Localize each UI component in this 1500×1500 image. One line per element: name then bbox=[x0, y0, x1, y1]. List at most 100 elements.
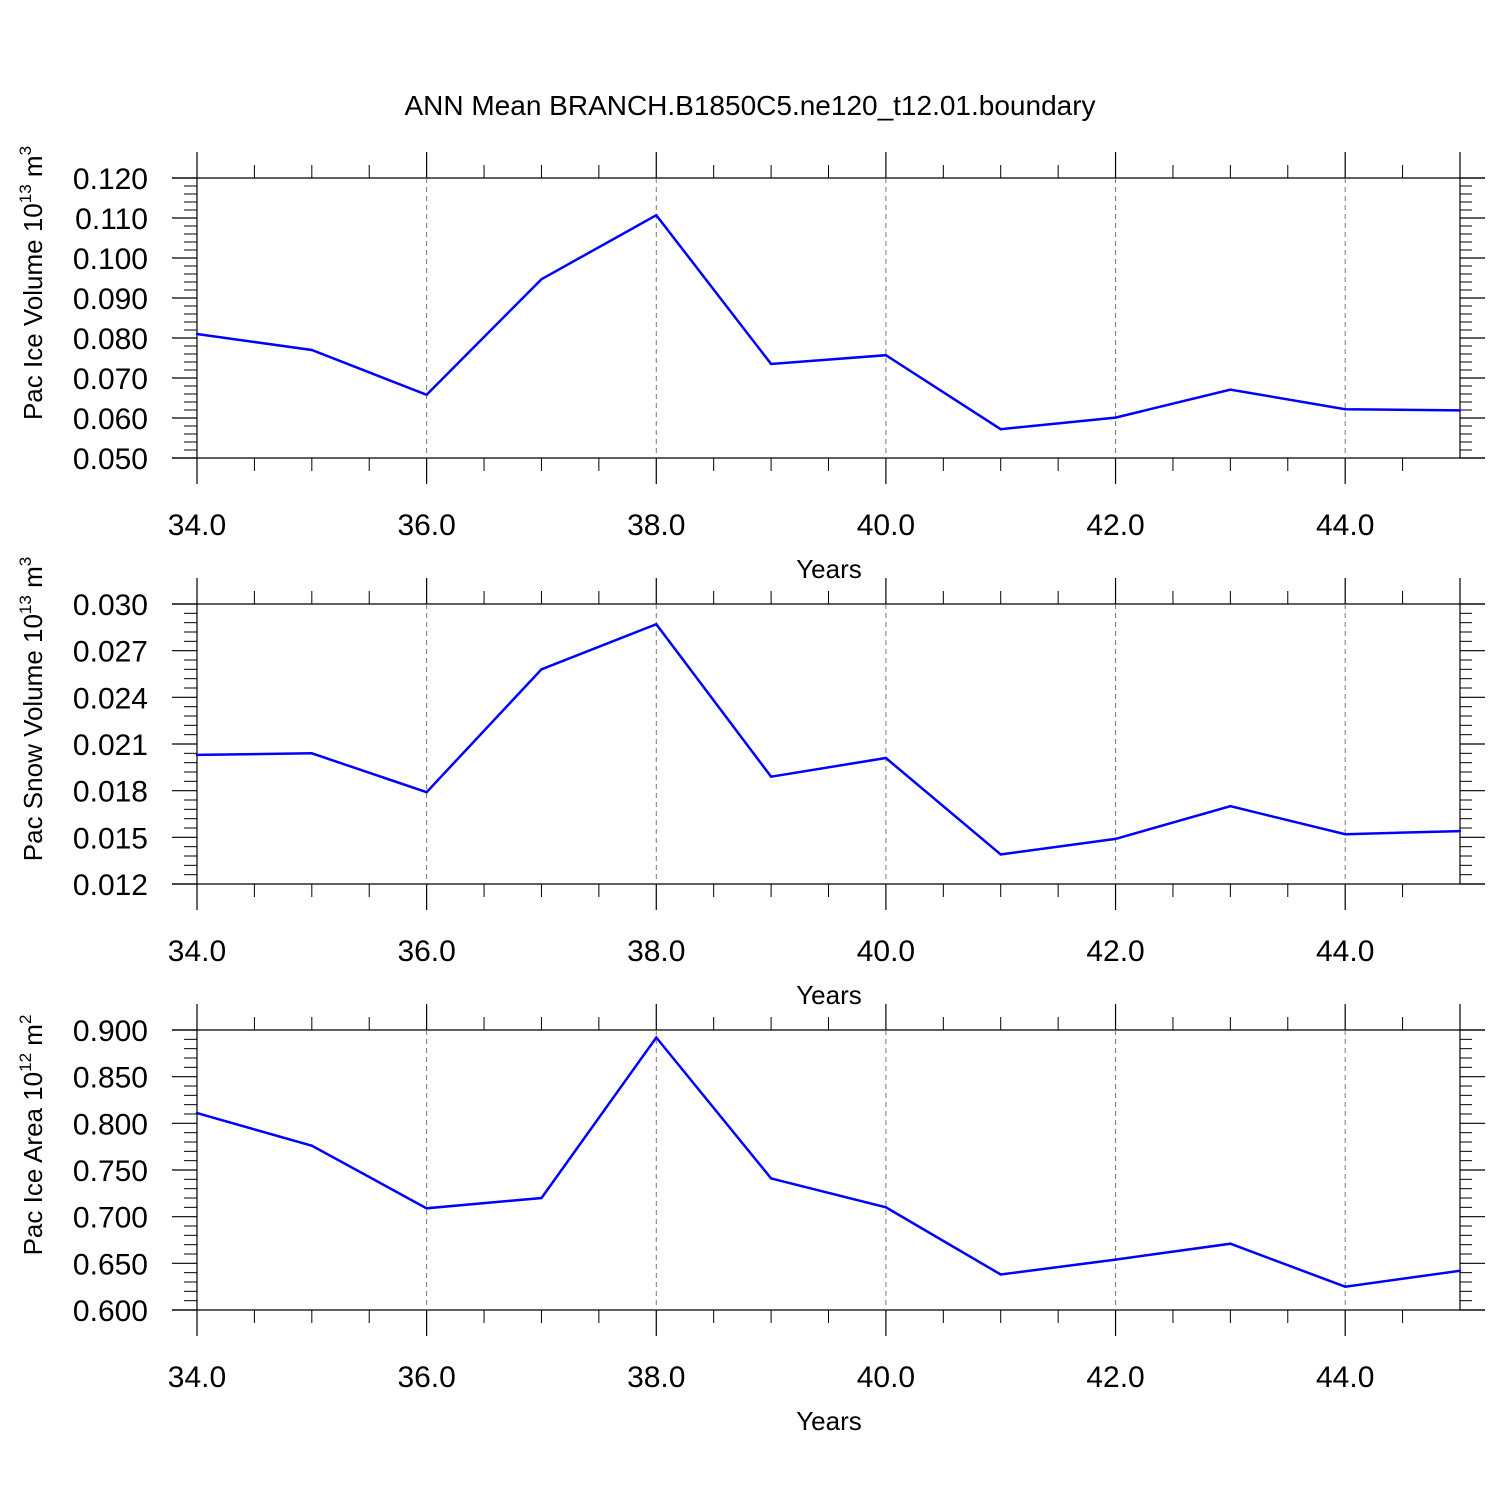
y-tick-label: 0.060 bbox=[73, 403, 148, 436]
data-point bbox=[1343, 833, 1347, 836]
x-tick-label: 40.0 bbox=[857, 935, 915, 968]
data-point bbox=[195, 332, 199, 336]
y-tick-label: 0.900 bbox=[73, 1015, 148, 1048]
data-point bbox=[999, 1273, 1002, 1276]
y-tick-label: 0.600 bbox=[73, 1295, 148, 1328]
y-tick-label: 0.850 bbox=[73, 1062, 148, 1095]
y-tick-label: 0.100 bbox=[73, 243, 148, 276]
y-axis-label-ylabel-prefix: Pac Snow Volume 10 bbox=[18, 614, 48, 861]
series-line bbox=[196, 1035, 1461, 1288]
data-point bbox=[999, 428, 1002, 431]
y-tick-label: 0.120 bbox=[73, 163, 148, 196]
y-tick-label: 0.110 bbox=[75, 203, 148, 236]
chart-panel-3: 34.0 36.0 38.0 40.0 42.0 44.0 0.600 0.650 0.700 0… bbox=[16, 1004, 1485, 1436]
y-tick-label: 0.800 bbox=[73, 1108, 148, 1141]
y-axis-label: Pac Ice Volume 1013 m3 bbox=[16, 146, 48, 420]
chart-panel-1: 34.0 36.0 38.0 40.0 42.0 44.0 0.050 0.060 0.070 0… bbox=[16, 146, 1485, 584]
data-point bbox=[655, 214, 658, 217]
x-axis-label: Years bbox=[796, 1406, 862, 1436]
y-axis-label-ylabel-prefix: Pac Ice Area 10 bbox=[18, 1072, 48, 1256]
data-point bbox=[1458, 1269, 1462, 1273]
data-point bbox=[655, 1036, 658, 1039]
chart-title: ANN Mean BRANCH.B1850C5.ne120_t12.01.bou… bbox=[404, 90, 1095, 121]
y-tick-label: 0.080 bbox=[73, 323, 148, 356]
y-axis-label-ylabel-unit-exp: 2 bbox=[16, 1015, 35, 1024]
y-axis-label-ylabel-unit-exp: 3 bbox=[16, 146, 35, 155]
data-point bbox=[540, 1196, 543, 1200]
x-tick-label: 40.0 bbox=[857, 1361, 915, 1394]
x-tick-label: 34.0 bbox=[168, 509, 226, 542]
data-point bbox=[999, 853, 1002, 856]
x-tick-label: 34.0 bbox=[168, 935, 226, 968]
x-tick-label: 44.0 bbox=[1316, 509, 1374, 542]
series-line bbox=[196, 622, 1461, 856]
y-tick-label: 0.650 bbox=[73, 1248, 148, 1281]
y-tick-label: 0.030 bbox=[73, 589, 148, 622]
y-tick-label: 0.700 bbox=[73, 1202, 148, 1235]
y-tick-label: 0.050 bbox=[73, 443, 148, 476]
y-axis-label: Pac Ice Area 1012 m2 bbox=[16, 1015, 48, 1256]
x-axis-label: Years bbox=[796, 980, 862, 1010]
data-point bbox=[884, 1206, 888, 1209]
x-tick-label: 38.0 bbox=[627, 1361, 685, 1394]
y-tick-label: 0.090 bbox=[73, 283, 148, 316]
data-point bbox=[1114, 416, 1117, 419]
data-point bbox=[540, 668, 543, 671]
x-tick-label: 44.0 bbox=[1316, 935, 1374, 968]
data-point bbox=[195, 1111, 199, 1115]
data-point bbox=[655, 623, 658, 626]
y-axis-label-ylabel-exp: 13 bbox=[16, 184, 35, 203]
x-tick-label: 38.0 bbox=[627, 509, 685, 542]
y-axis-label-ylabel-unit-exp: 3 bbox=[16, 557, 35, 566]
data-point bbox=[310, 752, 314, 755]
data-point bbox=[310, 348, 314, 352]
y-axis-label: Pac Snow Volume 1013 m3 bbox=[16, 557, 48, 861]
y-tick-label: 0.021 bbox=[73, 729, 148, 762]
y-tick-label: 0.012 bbox=[73, 869, 148, 902]
data-point bbox=[310, 1144, 314, 1147]
x-tick-label: 44.0 bbox=[1316, 1361, 1374, 1394]
data-point bbox=[769, 1177, 773, 1180]
data-point bbox=[769, 775, 773, 778]
data-point bbox=[769, 362, 773, 366]
data-point bbox=[884, 354, 888, 357]
x-tick-label: 42.0 bbox=[1086, 509, 1144, 542]
data-point bbox=[425, 393, 428, 396]
y-tick-label: 0.750 bbox=[73, 1155, 148, 1188]
data-point bbox=[1458, 829, 1462, 833]
data-point bbox=[884, 756, 888, 760]
data-point bbox=[1114, 1258, 1117, 1261]
x-tick-label: 38.0 bbox=[627, 935, 685, 968]
x-tick-label: 42.0 bbox=[1086, 935, 1144, 968]
data-point bbox=[1458, 409, 1462, 412]
data-point bbox=[195, 753, 199, 757]
x-tick-label: 40.0 bbox=[857, 509, 915, 542]
y-tick-label: 0.015 bbox=[73, 822, 148, 855]
data-point bbox=[425, 1207, 428, 1210]
x-tick-label: 36.0 bbox=[397, 1361, 455, 1394]
series-line bbox=[196, 213, 1461, 431]
x-tick-label: 34.0 bbox=[168, 1361, 226, 1394]
x-axis-label: Years bbox=[796, 554, 862, 584]
y-axis-label-ylabel-unit: m bbox=[18, 566, 48, 595]
data-point bbox=[1343, 408, 1347, 411]
y-axis-label-ylabel-exp: 13 bbox=[16, 595, 35, 614]
y-tick-label: 0.024 bbox=[73, 682, 148, 715]
data-point bbox=[540, 278, 543, 281]
x-tick-label: 36.0 bbox=[397, 935, 455, 968]
chart-panel-2: 34.0 36.0 38.0 40.0 42.0 44.0 0.012 0.015 0.018 0… bbox=[16, 557, 1485, 1010]
y-axis-label-ylabel-unit: m bbox=[18, 155, 48, 184]
data-point bbox=[425, 791, 428, 794]
y-axis-label-ylabel-unit: m bbox=[18, 1024, 48, 1053]
y-tick-label: 0.070 bbox=[73, 363, 148, 396]
data-point bbox=[1114, 837, 1117, 841]
chart-panels: 34.0 36.0 38.0 40.0 42.0 44.0 0.050 0.060 0.070 0… bbox=[16, 146, 1485, 1436]
data-point bbox=[1229, 1242, 1232, 1245]
x-tick-label: 42.0 bbox=[1086, 1361, 1144, 1394]
data-point bbox=[1343, 1285, 1347, 1288]
y-axis-label-ylabel-prefix: Pac Ice Volume 10 bbox=[18, 203, 48, 420]
x-tick-label: 36.0 bbox=[397, 509, 455, 542]
y-axis-label-ylabel-exp: 12 bbox=[16, 1053, 35, 1072]
data-point bbox=[1229, 388, 1232, 391]
